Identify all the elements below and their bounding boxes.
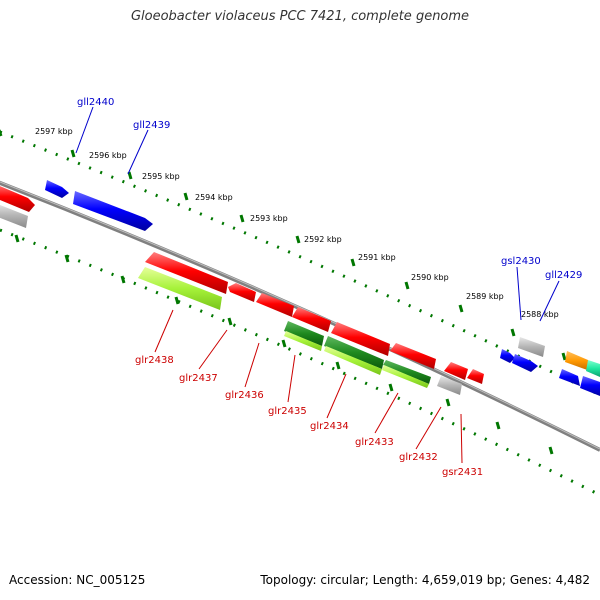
gene-label[interactable]: gsl2430 [501, 256, 541, 267]
gene-arrow-teal[interactable] [586, 360, 600, 377]
gene-arrow-lime[interactable] [138, 267, 222, 310]
callout-line [374, 392, 399, 434]
gene-arrow-lime[interactable] [284, 331, 322, 351]
scale-label: 2592 kbp [304, 235, 342, 244]
gene-arrow-blue[interactable] [73, 191, 153, 231]
gene-label[interactable]: gsr2431 [442, 467, 483, 478]
callout-line [326, 373, 347, 419]
tick [64, 254, 70, 263]
callout-line [516, 266, 522, 321]
callout-line [198, 329, 228, 370]
gene-arrow-blue[interactable] [580, 376, 600, 396]
tick [350, 258, 356, 267]
tick [14, 234, 20, 243]
tick [120, 275, 126, 284]
scale-label: 2596 kbp [89, 151, 127, 160]
tick [458, 304, 464, 313]
forward-gene-labels: gll2440 gll2439 gsl2430 gll2429 [77, 97, 582, 281]
reverse-major-ticks [14, 234, 554, 455]
forward-scale-dots [0, 130, 600, 397]
tick [510, 328, 516, 337]
callout-line [75, 106, 94, 154]
gene-label[interactable]: glr2438 [135, 355, 174, 366]
gene-box-gray[interactable] [437, 376, 462, 395]
gene-arrow-lime[interactable] [382, 365, 429, 388]
tick [295, 235, 301, 244]
gene-arrow-lime[interactable] [324, 346, 382, 375]
scale-label: 2595 kbp [142, 172, 180, 181]
gene-arrow-red[interactable] [390, 343, 436, 369]
callout-line [127, 129, 149, 175]
gene-label[interactable]: glr2433 [355, 437, 394, 448]
scale-label: 2588 kbp [521, 310, 559, 319]
accession-label: Accession: NC_005125 [9, 573, 146, 587]
gene-arrow-orange[interactable] [565, 351, 590, 371]
reverse-scale-dots [0, 228, 600, 497]
tick [174, 296, 180, 305]
scale-label: 2589 kbp [466, 292, 504, 301]
tick [281, 339, 287, 348]
forward-gene-callouts [75, 106, 560, 322]
gene-arrow-red[interactable] [331, 322, 390, 356]
tick [183, 192, 189, 201]
gene-arrow-blue[interactable] [500, 349, 515, 363]
gene-arrow-red[interactable] [444, 362, 468, 380]
reverse-genes [138, 252, 484, 395]
gene-label[interactable]: glr2436 [225, 390, 264, 401]
tick [495, 421, 501, 430]
gene-label[interactable]: glr2434 [310, 421, 349, 432]
tick [388, 383, 394, 392]
scale-label: 2597 kbp [35, 127, 73, 136]
tick [127, 171, 133, 180]
tick [227, 317, 233, 326]
gene-label[interactable]: gll2429 [545, 270, 582, 281]
gene-arrow-red[interactable] [0, 184, 35, 212]
reverse-gene-labels: glr2438 glr2437 glr2436 glr2435 glr2434 … [135, 355, 483, 478]
gene-arrow-green[interactable] [284, 321, 324, 346]
callout-line [154, 309, 174, 353]
tick [70, 149, 76, 158]
scale-label: 2591 kbp [358, 253, 396, 262]
callout-line [244, 342, 260, 388]
tick [445, 398, 451, 407]
gene-label[interactable]: gll2439 [133, 120, 170, 131]
gene-label[interactable]: glr2437 [179, 373, 218, 384]
reverse-gene-callouts [154, 309, 463, 464]
gene-arrow-blue[interactable] [559, 369, 580, 386]
tick [404, 281, 410, 290]
gene-arrow-red[interactable] [467, 369, 484, 384]
gene-arrow-green[interactable] [324, 336, 384, 369]
gene-box-gray[interactable] [0, 203, 28, 228]
forward-genes [0, 180, 600, 396]
gene-arrow-green[interactable] [383, 360, 431, 384]
gene-arrow-red[interactable] [256, 293, 294, 317]
topology-label: Topology: circular; Length: 4,659,019 bp… [260, 573, 590, 587]
gene-label[interactable]: glr2435 [268, 406, 307, 417]
gene-arrow-blue[interactable] [512, 354, 538, 372]
tick [335, 361, 341, 370]
genome-backbone-highlight [0, 181, 600, 450]
forward-major-ticks [0, 129, 567, 361]
tick [548, 446, 554, 455]
gene-label[interactable]: glr2432 [399, 452, 438, 463]
callout-line [460, 413, 463, 464]
scale-label: 2593 kbp [250, 214, 288, 223]
scale-label: 2594 kbp [195, 193, 233, 202]
scale-labels: 2597 kbp 2596 kbp 2595 kbp 2594 kbp 2593… [35, 127, 559, 319]
tick [0, 129, 3, 137]
scale-label: 2590 kbp [411, 273, 449, 282]
gene-box-gray[interactable] [518, 337, 545, 357]
tick [239, 214, 245, 223]
gene-label[interactable]: gll2440 [77, 97, 114, 108]
gene-arrow-red[interactable] [292, 307, 331, 332]
callout-line [539, 280, 560, 322]
callout-line [287, 354, 296, 403]
gene-arrow-red[interactable] [228, 283, 256, 302]
callout-line [415, 406, 442, 450]
tick [561, 352, 567, 361]
gene-arrow-blue[interactable] [45, 180, 69, 198]
gene-arrow-red[interactable] [145, 252, 228, 294]
map-title: Gloeobacter violaceus PCC 7421, complete… [130, 9, 470, 24]
